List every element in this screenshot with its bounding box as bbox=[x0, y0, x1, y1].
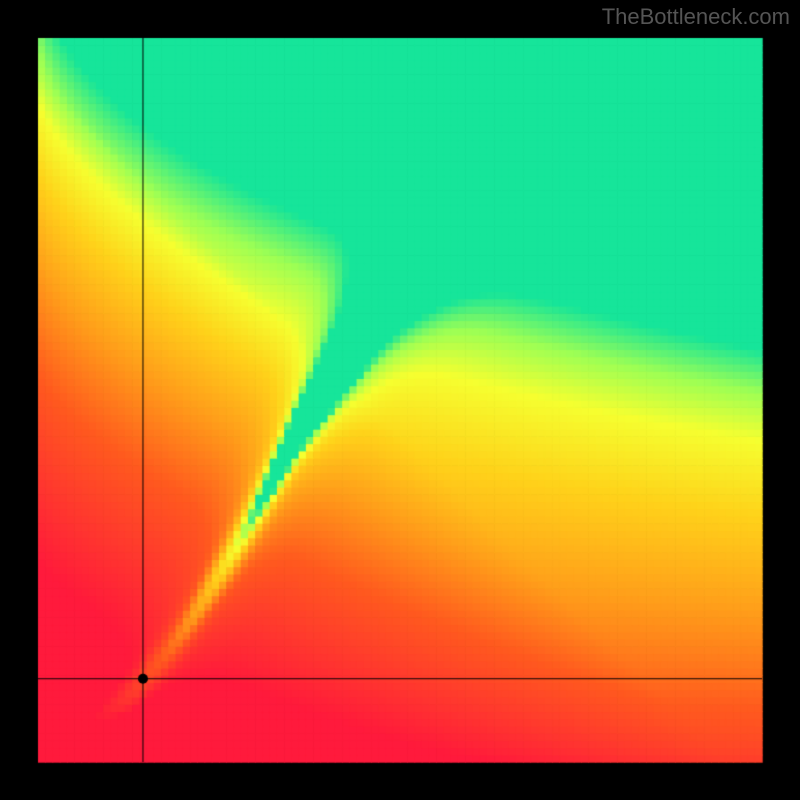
chart-container: TheBottleneck.com bbox=[0, 0, 800, 800]
bottleneck-heatmap bbox=[0, 0, 800, 800]
watermark-text: TheBottleneck.com bbox=[602, 4, 790, 30]
